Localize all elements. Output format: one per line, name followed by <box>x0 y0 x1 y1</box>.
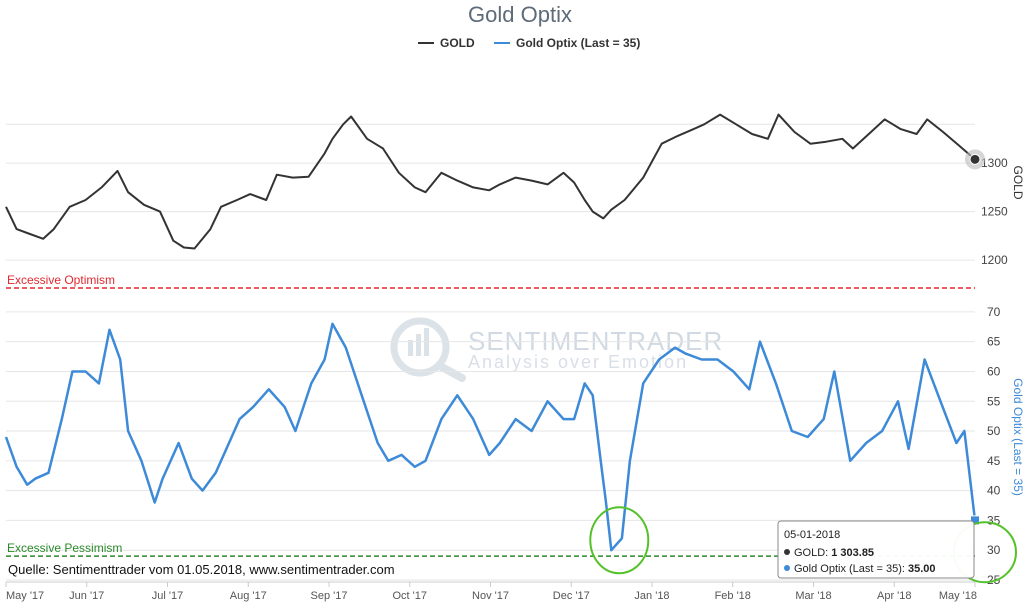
tooltip-date: 05-01-2018 <box>784 529 840 541</box>
tooltip-optix-dot-icon <box>784 565 790 571</box>
optix-last-point[interactable] <box>970 515 980 526</box>
legend-label-optix: Gold Optix (Last = 35) <box>516 36 640 50</box>
tooltip-optix-row: Gold Optix (Last = 35): 35.00 <box>794 563 936 575</box>
gold-gridlines <box>6 123 975 261</box>
x-tick-label: Sep '17 <box>311 590 348 602</box>
gold-y-ticks: 1200 1250 1300 <box>981 156 1008 267</box>
optix-y-tick-label: 65 <box>987 335 1001 349</box>
tooltip: 05-01-2018 GOLD: 1 303.85 Gold Optix (Las… <box>777 520 975 579</box>
legend-item-optix[interactable]: Gold Optix (Last = 35) <box>494 36 640 50</box>
watermark-line2: Analysis over Emotion <box>468 352 688 372</box>
x-tick-label: Dec '17 <box>553 590 590 602</box>
x-tick-label: May '17 <box>6 590 44 602</box>
tooltip-gold-value: 1 303.85 <box>831 547 874 559</box>
optix-y-axis-title: Gold Optix (Last = 35) <box>1011 378 1024 496</box>
watermark-handle-icon <box>436 362 466 382</box>
watermark-logo-icon <box>390 317 450 377</box>
tooltip-gold-label: GOLD: <box>794 547 828 559</box>
chart-title: Gold Optix <box>468 2 572 27</box>
excessive-pessimism-label: Excessive Pessimism <box>7 541 122 555</box>
optix-y-tick-label: 40 <box>987 484 1001 498</box>
gold-y-tick-label: 1250 <box>981 205 1008 219</box>
optix-y-tick-label: 70 <box>987 305 1001 319</box>
x-tick-label: Jun '17 <box>69 590 104 602</box>
x-tick-label: Oct '17 <box>392 590 427 602</box>
x-tick-label: Aug '17 <box>230 590 267 602</box>
x-tick-label: May '18 <box>939 590 977 602</box>
gold-y-axis-title: GOLD <box>1011 165 1024 199</box>
x-tick-label: Nov '17 <box>472 590 509 602</box>
tooltip-gold-row: GOLD: 1 303.85 <box>794 547 874 559</box>
gold-series-line[interactable] <box>5 113 976 250</box>
legend-label-gold: GOLD <box>440 36 475 50</box>
legend-item-gold[interactable]: GOLD <box>418 36 475 50</box>
source-annotation: Quelle: Sentimenttrader vom 01.05.2018, … <box>8 562 395 577</box>
tooltip-gold-dot-icon <box>784 549 790 555</box>
gold-last-point[interactable] <box>969 153 981 165</box>
x-tick-label: Jan '18 <box>634 590 669 602</box>
gold-y-tick-label: 1300 <box>981 156 1008 170</box>
optix-y-tick-label: 50 <box>987 424 1001 438</box>
x-tick-label: Apr '18 <box>877 590 912 602</box>
watermark-bar-icon <box>416 334 421 356</box>
optix-y-tick-label: 55 <box>987 394 1001 408</box>
gold-panel: 1200 1250 1300 GOLD <box>5 113 1024 267</box>
gold-y-tick-label: 1200 <box>981 253 1008 267</box>
x-tick-label: Mar '18 <box>795 590 831 602</box>
optix-series-line[interactable] <box>4 322 977 552</box>
watermark: SENTIMENTRADER Analysis over Emotion <box>390 317 722 382</box>
optix-y-tick-label: 30 <box>987 543 1001 557</box>
x-axis: May '17 Jun '17 Jul '17 Aug '17 Sep '17 Oct '… <box>5 581 977 602</box>
tooltip-optix-label: Gold Optix (Last = 35): <box>794 563 905 575</box>
highlight-circle-dec <box>589 506 650 575</box>
excessive-optimism-label: Excessive Optimism <box>7 273 115 287</box>
tooltip-optix-value: 35.00 <box>908 563 936 575</box>
tooltip-box <box>777 520 975 579</box>
x-tick-label: Feb '18 <box>715 590 751 602</box>
legend[interactable]: GOLD Gold Optix (Last = 35) <box>418 36 640 50</box>
optix-y-tick-label: 25 <box>987 573 1001 587</box>
watermark-bar-icon <box>408 340 413 356</box>
source-background <box>4 560 424 578</box>
optix-y-tick-label: 60 <box>987 364 1001 378</box>
x-tick-label: Jul '17 <box>152 590 183 602</box>
optix-y-tick-label: 45 <box>987 454 1001 468</box>
